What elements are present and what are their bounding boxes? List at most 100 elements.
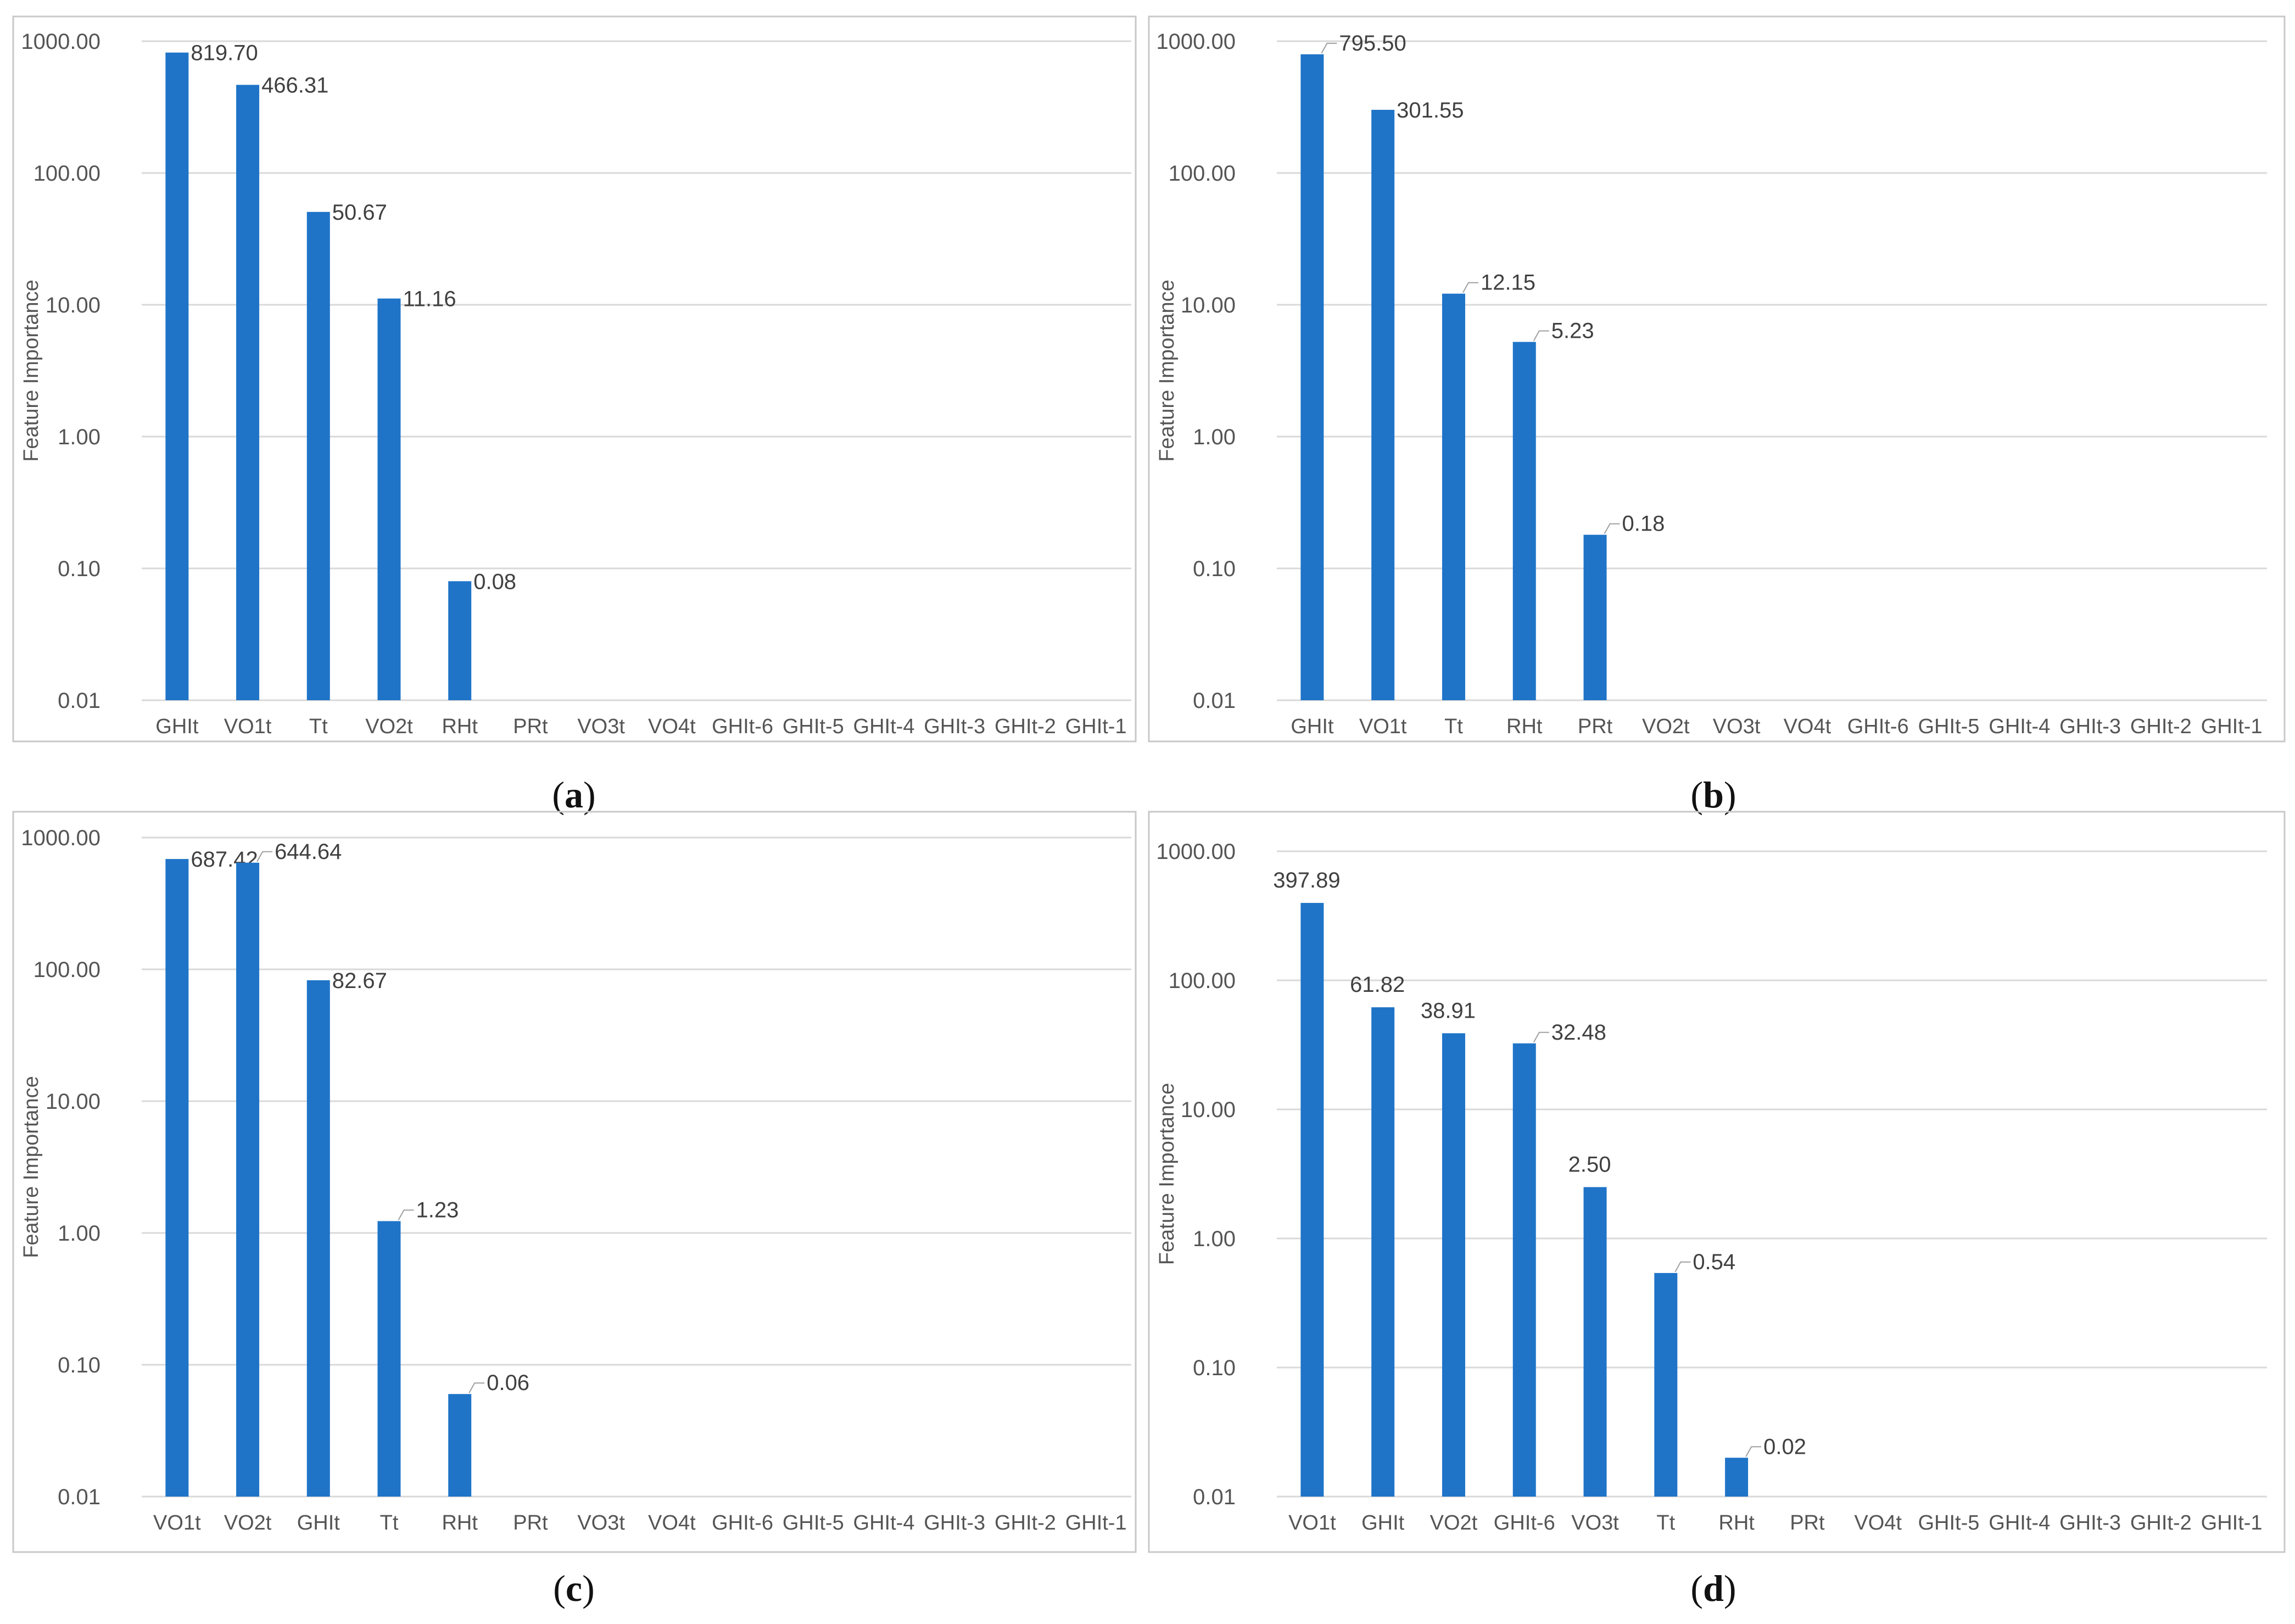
x-tick-label: PRt xyxy=(513,715,548,738)
data-label: 38.91 xyxy=(1421,998,1476,1023)
x-tick-label: GHIt-6 xyxy=(1494,1511,1555,1534)
y-tick-label: 100.00 xyxy=(1169,969,1236,993)
x-tick-label: VO1t xyxy=(1359,715,1407,738)
bar xyxy=(1654,1273,1678,1497)
y-axis-title: Feature Importance xyxy=(1155,280,1179,462)
x-tick-label: VO4t xyxy=(648,1511,696,1534)
data-label: 5.23 xyxy=(1551,319,1594,343)
panel-caption: (a) xyxy=(552,774,595,816)
data-label: 1.23 xyxy=(416,1198,459,1222)
caption-letter: a xyxy=(565,774,583,816)
bar xyxy=(306,980,330,1497)
x-tick-label: VO2t xyxy=(224,1511,272,1534)
y-tick-label: 100.00 xyxy=(1169,161,1236,186)
x-tick-label: VO2t xyxy=(1430,1511,1478,1534)
y-tick-label: 0.10 xyxy=(58,1353,100,1377)
x-tick-label: VO2t xyxy=(1642,715,1690,738)
x-tick-label: GHIt-3 xyxy=(924,715,985,738)
bar xyxy=(1442,293,1465,700)
x-tick-label: PRt xyxy=(1578,715,1613,738)
y-axis-title: Feature Importance xyxy=(20,1076,43,1258)
chart-panel-c: 0.01 0.10 1.00 10.00 100.00 1000.00 Feature Im… xyxy=(12,811,1137,1609)
x-tick-label: GHIt-6 xyxy=(1847,715,1909,738)
data-label-leader xyxy=(398,1209,414,1220)
y-tick-label: 0.01 xyxy=(58,1485,100,1509)
bar xyxy=(165,859,189,1497)
x-tick-label: VO1t xyxy=(224,715,272,738)
x-tick-label: GHIt-6 xyxy=(712,1511,773,1534)
data-label: 644.64 xyxy=(275,840,342,864)
data-label: 0.18 xyxy=(1622,512,1665,536)
x-tick-label: VO1t xyxy=(153,1511,201,1534)
bar xyxy=(1300,903,1324,1497)
data-label-leader xyxy=(1462,282,1478,293)
x-tick-label: GHIt-3 xyxy=(2059,1511,2121,1534)
x-tick-label: GHIt-3 xyxy=(924,1511,985,1534)
x-tick-label: GHIt-5 xyxy=(783,1511,844,1534)
x-tick-label: GHIt-2 xyxy=(995,1511,1056,1534)
x-tick-label: VO3t xyxy=(1571,1511,1619,1534)
bar xyxy=(1371,109,1395,701)
x-tick-label: Tt xyxy=(1656,1511,1675,1534)
chart-panel-b: 0.01 0.10 1.00 10.00 100.00 1000.00 Feature Im… xyxy=(1148,15,2286,816)
data-label-leader xyxy=(1745,1446,1762,1457)
bar xyxy=(448,581,472,700)
y-tick-label: 1000.00 xyxy=(1156,30,1236,54)
caption-letter: d xyxy=(1703,1567,1724,1609)
data-label: 397.89 xyxy=(1273,868,1340,892)
data-label: 32.48 xyxy=(1551,1020,1606,1045)
data-label: 50.67 xyxy=(332,200,387,225)
x-tick-label: VO2t xyxy=(365,715,413,738)
x-tick-label: GHIt xyxy=(1291,715,1334,738)
y-tick-label: 10.00 xyxy=(46,293,100,317)
bar xyxy=(1725,1458,1749,1497)
bar xyxy=(448,1394,472,1497)
y-tick-label: 0.10 xyxy=(58,557,100,581)
bar xyxy=(377,1221,401,1497)
x-tick-label: VO3t xyxy=(1713,715,1761,738)
panel-border xyxy=(1148,15,2286,743)
x-tick-label: GHIt-5 xyxy=(1918,1511,1980,1534)
bar xyxy=(1583,534,1607,700)
data-label: 301.55 xyxy=(1397,98,1464,122)
chart-panel-d: 0.01 0.10 1.00 10.00 100.00 1000.00 Feature Im… xyxy=(1148,811,2286,1609)
data-label: 12.15 xyxy=(1481,271,1535,295)
data-label: 0.02 xyxy=(1763,1435,1806,1459)
panel-border xyxy=(12,811,1137,1553)
y-tick-label: 1.00 xyxy=(58,1221,100,1246)
bar xyxy=(306,211,330,701)
y-tick-label: 1000.00 xyxy=(21,30,100,54)
x-tick-label: GHIt xyxy=(155,715,199,738)
bar xyxy=(1442,1033,1465,1497)
bar xyxy=(1512,342,1536,700)
chart-panel-a: 0.01 0.10 1.00 10.00 100.00 1000.00 Feature Im… xyxy=(12,15,1137,816)
data-label: 61.82 xyxy=(1350,973,1405,997)
x-tick-label: GHIt-4 xyxy=(1989,1511,2050,1534)
caption-paren-close: ) xyxy=(1724,774,1736,816)
y-tick-label: 0.01 xyxy=(1193,1485,1236,1509)
data-label: 0.54 xyxy=(1693,1250,1735,1274)
data-label-leader xyxy=(1321,42,1337,54)
caption-paren-close: ) xyxy=(1724,1567,1736,1609)
x-tick-label: PRt xyxy=(1790,1511,1825,1534)
x-tick-label: GHIt-5 xyxy=(1918,715,1980,738)
y-tick-label: 10.00 xyxy=(46,1090,100,1114)
panel-caption: (d) xyxy=(1690,1567,1736,1609)
y-tick-label: 0.10 xyxy=(1193,557,1236,581)
x-tick-label: VO3t xyxy=(577,715,625,738)
y-tick-label: 10.00 xyxy=(1181,293,1236,317)
data-label-leader xyxy=(468,1382,485,1393)
caption-letter: b xyxy=(1703,774,1724,816)
data-label: 82.67 xyxy=(332,969,387,993)
y-tick-label: 1.00 xyxy=(58,425,100,449)
data-label: 0.06 xyxy=(487,1371,529,1395)
x-tick-label: VO3t xyxy=(577,1511,625,1534)
x-tick-label: GHIt-4 xyxy=(853,715,915,738)
y-tick-label: 1.00 xyxy=(1193,425,1236,449)
x-tick-label: GHIt-4 xyxy=(853,1511,915,1534)
x-tick-label: Tt xyxy=(309,715,328,738)
caption-paren-close: ) xyxy=(583,774,596,816)
panel-caption: (b) xyxy=(1690,774,1736,816)
x-tick-label: GHIt-1 xyxy=(2201,715,2263,738)
